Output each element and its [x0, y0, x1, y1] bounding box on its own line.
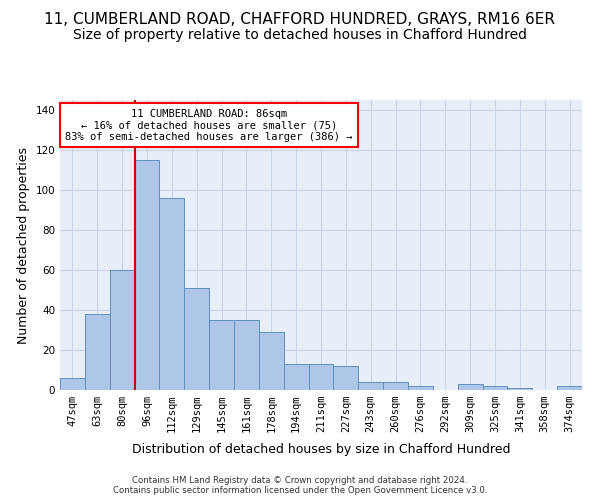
Bar [259, 332, 284, 390]
Bar [557, 386, 582, 390]
Bar [383, 382, 408, 390]
Bar [209, 320, 234, 390]
Text: Distribution of detached houses by size in Chafford Hundred: Distribution of detached houses by size … [132, 442, 510, 456]
Bar [308, 364, 334, 390]
Bar [482, 386, 508, 390]
Y-axis label: Number of detached properties: Number of detached properties [17, 146, 30, 344]
Bar [408, 386, 433, 390]
Bar [160, 198, 184, 390]
Bar [184, 288, 209, 390]
Text: 11 CUMBERLAND ROAD: 86sqm
← 16% of detached houses are smaller (75)
83% of semi-: 11 CUMBERLAND ROAD: 86sqm ← 16% of detac… [65, 108, 353, 142]
Bar [134, 160, 160, 390]
Text: Size of property relative to detached houses in Chafford Hundred: Size of property relative to detached ho… [73, 28, 527, 42]
Bar [110, 270, 134, 390]
Text: 11, CUMBERLAND ROAD, CHAFFORD HUNDRED, GRAYS, RM16 6ER: 11, CUMBERLAND ROAD, CHAFFORD HUNDRED, G… [44, 12, 556, 28]
Bar [458, 384, 482, 390]
Text: Contains HM Land Registry data © Crown copyright and database right 2024.
Contai: Contains HM Land Registry data © Crown c… [113, 476, 487, 495]
Bar [358, 382, 383, 390]
Bar [60, 378, 85, 390]
Bar [85, 314, 110, 390]
Bar [234, 320, 259, 390]
Bar [284, 364, 308, 390]
Bar [508, 388, 532, 390]
Bar [334, 366, 358, 390]
